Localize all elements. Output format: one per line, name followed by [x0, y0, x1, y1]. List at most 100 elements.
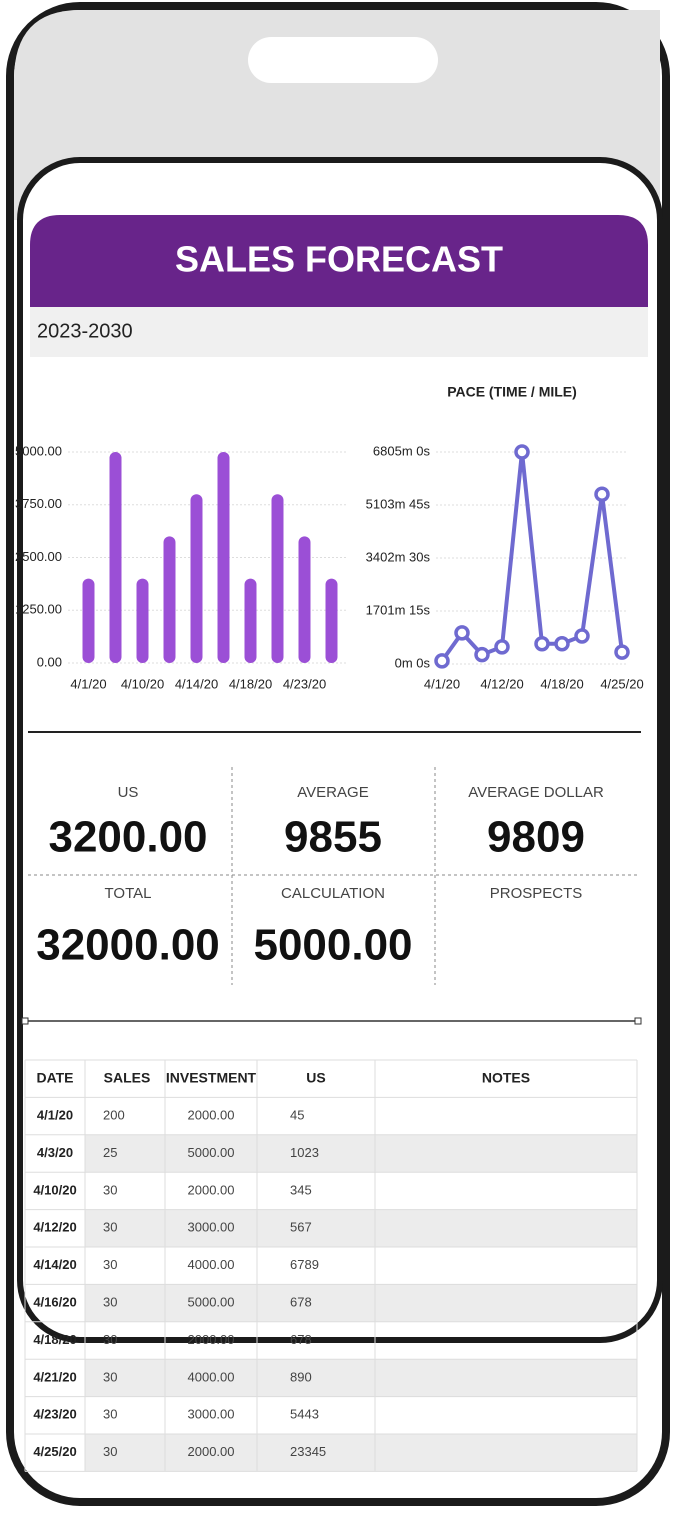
- bar: [82, 578, 95, 663]
- row-band: [85, 1284, 637, 1322]
- table-cell: 23345: [290, 1444, 326, 1459]
- y-tick-label: 2500.00: [15, 549, 62, 564]
- header-title: SALES FORECAST: [175, 239, 503, 280]
- point: [534, 636, 550, 652]
- point: [454, 625, 470, 641]
- x-tick-label: 4/14/20: [175, 676, 218, 691]
- table-cell: 567: [290, 1220, 312, 1235]
- bar: [325, 578, 338, 663]
- stat-label: TOTAL: [105, 885, 152, 902]
- point: [494, 639, 510, 655]
- table-cell: 4/23/20: [33, 1407, 76, 1422]
- notch: [248, 37, 438, 83]
- y-tick-label: 3402m 30s: [366, 549, 431, 564]
- point: [514, 444, 530, 460]
- table-cell: 30: [103, 1257, 117, 1272]
- table-cell: 1023: [290, 1145, 319, 1160]
- y-tick-label: 1250.00: [15, 602, 62, 617]
- header-subtitle: 2023-2030: [37, 320, 133, 342]
- table-cell: 30: [103, 1332, 117, 1347]
- table-cell: 30: [103, 1407, 117, 1422]
- stat-label: AVERAGE: [297, 784, 368, 801]
- table-cell: 2000.00: [188, 1182, 235, 1197]
- stat-value: 3200.00: [48, 813, 207, 862]
- table-cell: 4/14/20: [33, 1257, 76, 1272]
- handle: [21, 1017, 29, 1025]
- stat-value: 9855: [284, 813, 382, 862]
- table-cell: 2000.00: [188, 1444, 235, 1459]
- stat-label: US: [118, 784, 139, 801]
- table-cell: 5000.00: [188, 1145, 235, 1160]
- x-tick-label: 4/18/20: [229, 676, 272, 691]
- y-tick-label: 0.00: [37, 654, 62, 669]
- table-cell: 4000.00: [188, 1257, 235, 1272]
- table-cell: 6789: [290, 1257, 319, 1272]
- y-tick-label: 5103m 45s: [366, 496, 431, 511]
- subtitle-bar: [30, 307, 648, 357]
- bar: [271, 494, 284, 663]
- table-cell: 4/12/20: [33, 1220, 76, 1235]
- stat-value: 32000.00: [36, 921, 220, 970]
- phone-frame-front: [17, 157, 663, 1343]
- point: [594, 486, 610, 502]
- column-header: US: [306, 1069, 325, 1085]
- table-cell: 2000.00: [188, 1332, 235, 1347]
- stat-label: PROSPECTS: [490, 885, 583, 902]
- y-tick-label: 5000.00: [15, 443, 62, 458]
- bar: [136, 578, 149, 663]
- stat-value: 9809: [487, 813, 585, 862]
- line: [440, 451, 624, 663]
- y-tick-label: 6805m 0s: [373, 443, 431, 458]
- row-band: [85, 1434, 637, 1472]
- table-cell: 30: [103, 1220, 117, 1235]
- table-cell: 45: [290, 1108, 304, 1123]
- table-cell: 30: [103, 1295, 117, 1310]
- bar: [244, 578, 257, 663]
- column-header: DATE: [36, 1069, 73, 1085]
- stat-label: AVERAGE DOLLAR: [468, 784, 604, 801]
- bar: [163, 536, 176, 663]
- table-cell: 4/21/20: [33, 1369, 76, 1384]
- point: [434, 653, 450, 669]
- table-cell: 5443: [290, 1407, 319, 1422]
- point: [554, 636, 570, 652]
- table-cell: 30: [103, 1444, 117, 1459]
- bar: [109, 452, 122, 663]
- content: 0.00 1250.00 2500.00 3750.00 5000.00 4/1/20 4/…: [15, 384, 644, 1472]
- table-cell: 678: [290, 1332, 312, 1347]
- row-band: [85, 1209, 637, 1247]
- x-tick-label: 4/25/20: [600, 676, 643, 691]
- point: [474, 646, 490, 663]
- column-header: NOTES: [482, 1069, 530, 1085]
- bar: [298, 536, 311, 663]
- table-cell: 3000.00: [188, 1407, 235, 1422]
- table-cell: 4/18/20: [33, 1332, 76, 1347]
- table-cell: 25: [103, 1145, 117, 1160]
- table-cell: 30: [103, 1182, 117, 1197]
- table-cell: 2000.00: [188, 1108, 235, 1123]
- column-header: SALES: [104, 1069, 151, 1085]
- table-cell: 5000.00: [188, 1295, 235, 1310]
- y-tick-label: 3750.00: [15, 496, 62, 511]
- column-header: INVESTMENT: [166, 1069, 257, 1085]
- x-tick-label: 4/10/20: [121, 676, 164, 691]
- table-cell: 30: [103, 1369, 117, 1384]
- row-band: [85, 1134, 637, 1173]
- table-cell: 200: [103, 1108, 125, 1123]
- table-cell: 3000.00: [188, 1220, 235, 1235]
- handle: [634, 1017, 642, 1025]
- stat-label: CALCULATION: [281, 885, 385, 902]
- chart-title: PACE (TIME / MILE): [447, 384, 577, 400]
- point: [574, 628, 590, 644]
- y-tick-label: 0m 0s: [395, 655, 431, 670]
- row-band: [85, 1359, 637, 1397]
- table-cell: 4/10/20: [33, 1182, 76, 1197]
- x-tick-label: 4/18/20: [540, 676, 583, 691]
- x-tick-label: 4/12/20: [480, 676, 523, 691]
- table-cell: 4/16/20: [33, 1295, 76, 1310]
- stat-value: 5000.00: [253, 921, 412, 970]
- x-tick-label: 4/1/20: [424, 676, 460, 691]
- table-cell: 678: [290, 1295, 312, 1310]
